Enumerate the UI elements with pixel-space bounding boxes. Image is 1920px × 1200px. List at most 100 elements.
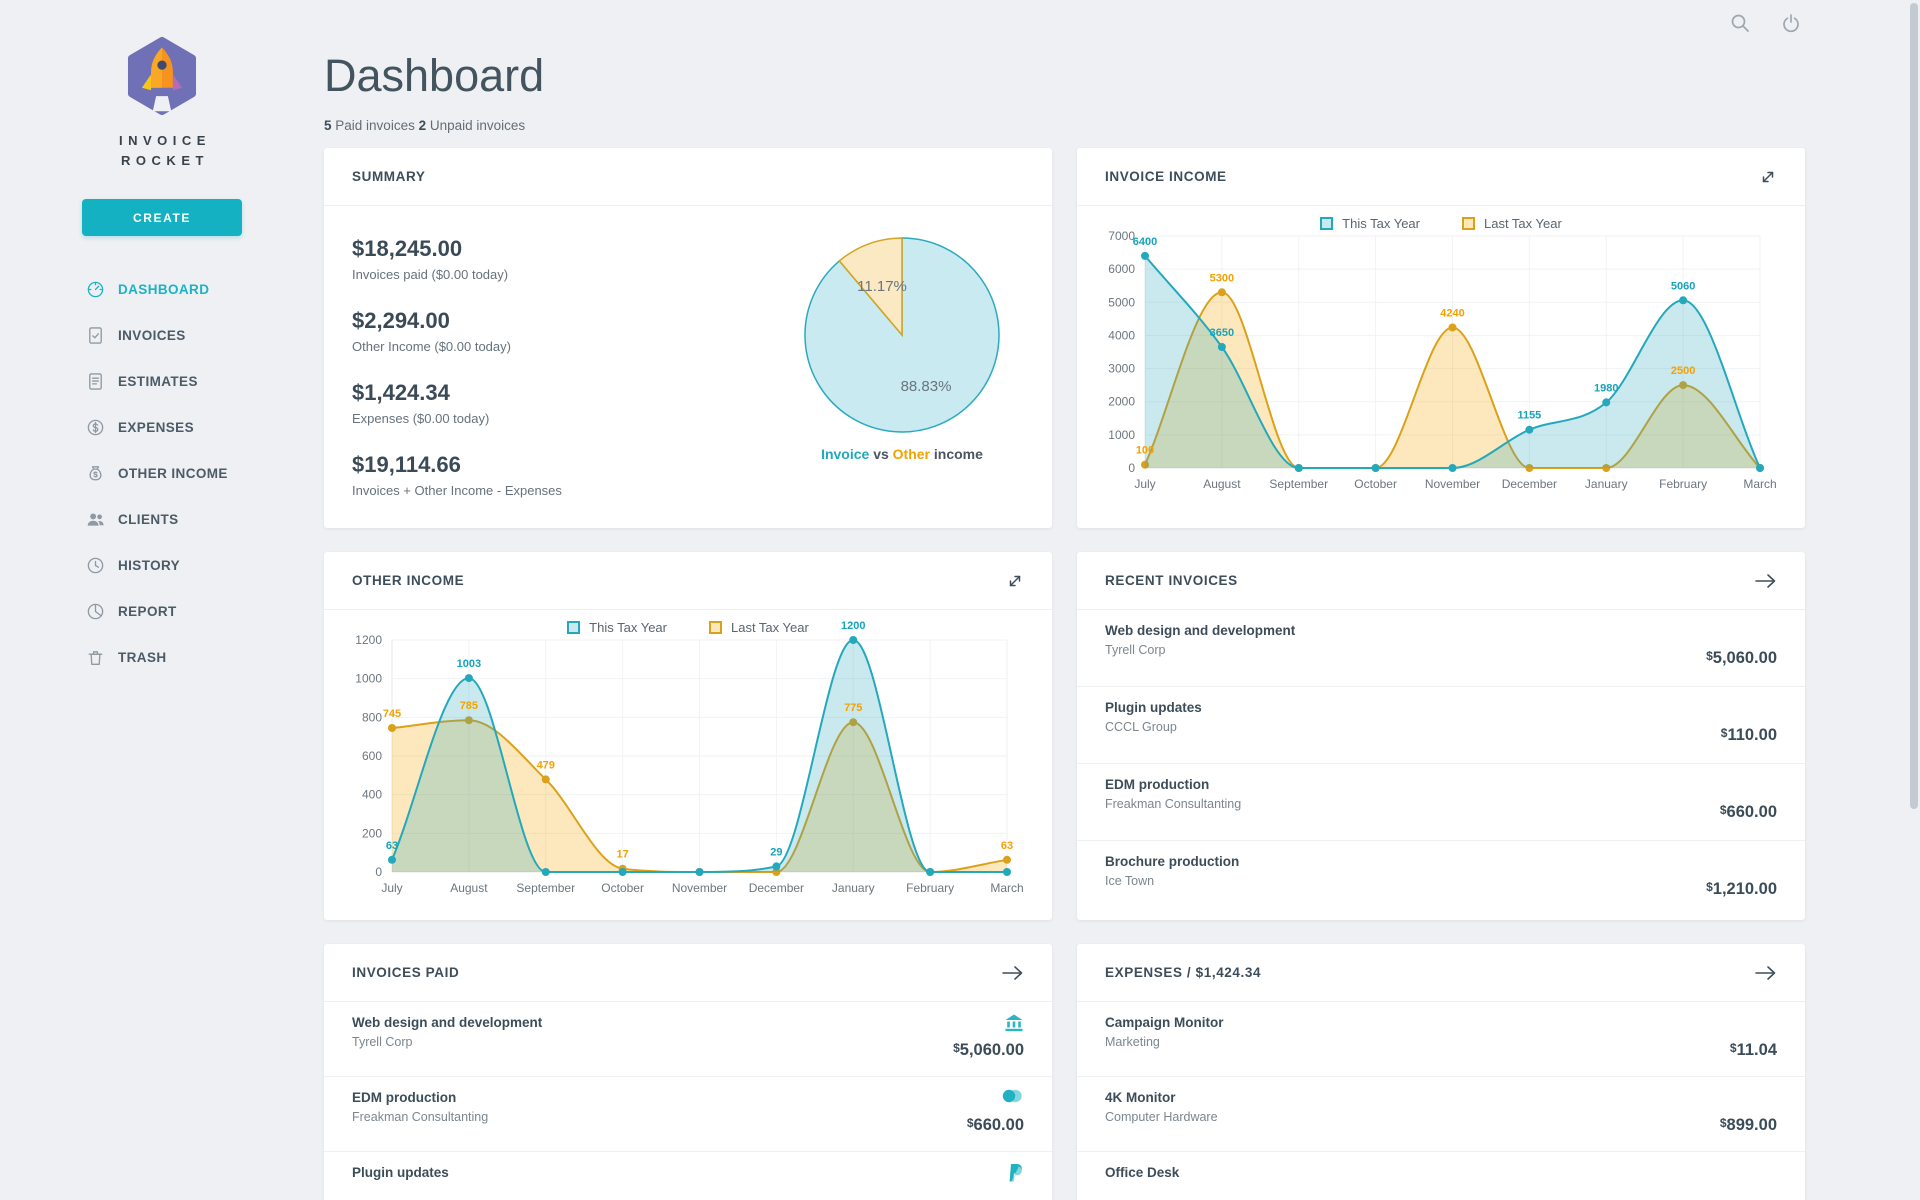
svg-text:6000: 6000 <box>1108 262 1135 276</box>
scrollbar-thumb[interactable] <box>1910 3 1918 809</box>
item-amount: $5,060.00 <box>953 1041 1024 1059</box>
svg-text:1003: 1003 <box>457 658 481 670</box>
svg-text:1000: 1000 <box>1108 428 1135 442</box>
item-title: Plugin updates <box>1105 700 1202 715</box>
summary-card: SUMMARY $18,245.00 Invoices paid ($0.00 t… <box>324 148 1052 528</box>
list-item[interactable]: EDM production Freakman Consultanting $660… <box>1077 764 1805 841</box>
stat-label: Invoices paid ($0.00 today) <box>352 267 509 282</box>
sidebar-item-dashboard[interactable]: DASHBOARD <box>0 266 324 312</box>
sidebar-item-other-income[interactable]: OTHER INCOME <box>0 450 324 496</box>
power-icon[interactable] <box>1780 12 1802 39</box>
svg-text:100: 100 <box>1136 445 1154 457</box>
item-client: Computer Hardware <box>1105 1110 1218 1124</box>
dashboard-icon <box>86 280 105 299</box>
sidebar-item-report[interactable]: REPORT <box>0 588 324 634</box>
list-item[interactable]: EDM production Freakman Consultanting $660… <box>324 1077 1052 1152</box>
sidebar-item-label: INVOICES <box>118 327 186 343</box>
invoice-income-card: INVOICE INCOME This Tax Year Last Tax Yea… <box>1077 148 1805 528</box>
invoices-paid-list: Web design and development Tyrell Corp $5,… <box>324 1002 1052 1200</box>
item-title: Web design and development <box>1105 623 1296 638</box>
other-income-icon <box>86 464 105 483</box>
summary-card-title: SUMMARY <box>352 169 426 184</box>
svg-text:5300: 5300 <box>1210 272 1234 284</box>
expand-icon[interactable] <box>1759 168 1777 186</box>
clients-icon <box>86 510 105 529</box>
unpaid-label: Unpaid invoices <box>429 118 526 133</box>
paid-label: Paid invoices <box>335 118 415 133</box>
brand-name-line1: INVOICE <box>119 133 211 148</box>
item-client: Ice Town <box>1105 874 1155 888</box>
svg-text:400: 400 <box>362 788 382 802</box>
list-item[interactable]: Plugin updates <box>324 1152 1052 1200</box>
expenses-title: EXPENSES / $1,424.34 <box>1105 965 1262 980</box>
svg-text:February: February <box>1659 477 1707 491</box>
svg-text:63: 63 <box>1001 840 1013 852</box>
search-icon[interactable] <box>1729 12 1751 39</box>
dashboard-grid: SUMMARY $18,245.00 Invoices paid ($0.00 t… <box>324 148 1805 1200</box>
summary-stat: $2,294.00 Other Income ($0.00 today) <box>352 308 682 354</box>
item-client: Tyrell Corp <box>1105 643 1166 657</box>
svg-text:4000: 4000 <box>1108 328 1135 342</box>
svg-text:745: 745 <box>383 708 401 720</box>
item-client: CCCL Group <box>1105 720 1177 734</box>
other-income-card: OTHER INCOME This Tax Year Last Tax Year 0… <box>324 552 1052 920</box>
sidebar-item-label: DASHBOARD <box>118 281 210 297</box>
sidebar-item-clients[interactable]: CLIENTS <box>0 496 324 542</box>
list-item[interactable]: Web design and development Tyrell Corp $5,… <box>324 1002 1052 1077</box>
area-chart-other_income: 0 200 400 600 800 1000 1200 July August September… <box>355 620 1023 895</box>
list-item[interactable]: Plugin updates CCCL Group $110.00 <box>1077 687 1805 764</box>
svg-text:3000: 3000 <box>1108 362 1135 376</box>
expand-icon[interactable] <box>1006 572 1024 590</box>
sidebar-item-invoices[interactable]: INVOICES <box>0 312 324 358</box>
history-icon <box>86 556 105 575</box>
create-button[interactable]: CREATE <box>82 199 242 237</box>
arrow-right-icon[interactable] <box>1754 965 1777 981</box>
recent-invoices-card: RECENT INVOICES Web design and developme… <box>1077 552 1805 920</box>
pie-caption: Invoice vs Other income <box>821 446 983 462</box>
main-content: Dashboard 5 Paid invoices 2 Unpaid invoi… <box>324 0 1805 1200</box>
item-amount: $110.00 <box>1720 726 1777 744</box>
summary-stat: $19,114.66 Invoices + Other Income - Expe… <box>352 452 682 498</box>
svg-text:September: September <box>516 881 575 895</box>
svg-text:88.83%: 88.83% <box>901 378 952 395</box>
list-item[interactable]: Office Desk <box>1077 1152 1805 1200</box>
sidebar-item-label: OTHER INCOME <box>118 465 228 481</box>
item-amount: $11.04 <box>1729 1041 1777 1059</box>
item-title: 4K Monitor <box>1105 1090 1176 1105</box>
unpaid-count: 2 <box>418 118 427 133</box>
sidebar-item-label: REPORT <box>118 603 177 619</box>
svg-text:7000: 7000 <box>1108 229 1135 243</box>
svg-text:2500: 2500 <box>1671 365 1695 377</box>
brand-name-line2: ROCKET <box>121 153 209 169</box>
list-item[interactable]: Web design and development Tyrell Corp $5,… <box>1077 610 1805 687</box>
svg-text:November: November <box>672 881 727 895</box>
sidebar-item-history[interactable]: HISTORY <box>0 542 324 588</box>
arrow-right-icon[interactable] <box>1001 965 1024 981</box>
list-item[interactable]: Brochure production Ice Town $1,210.00 <box>1077 841 1805 918</box>
svg-text:600: 600 <box>362 749 382 763</box>
svg-text:December: December <box>749 881 804 895</box>
item-title: Plugin updates <box>352 1165 449 1180</box>
arrow-right-icon[interactable] <box>1754 573 1777 589</box>
expenses-icon <box>86 418 105 437</box>
list-item[interactable]: Campaign Monitor Marketing $11.04 <box>1077 1002 1805 1077</box>
svg-text:5000: 5000 <box>1108 295 1135 309</box>
list-item[interactable]: 4K Monitor Computer Hardware $899.00 <box>1077 1077 1805 1152</box>
invoice-income-chart: This Tax Year Last Tax Year 0 1000 2000 3000 4… <box>1077 208 1805 500</box>
topbar <box>1729 12 1802 39</box>
svg-text:4240: 4240 <box>1440 307 1464 319</box>
item-client: Freakman Consultanting <box>1105 797 1242 811</box>
area-chart-invoice_income: 0 1000 2000 3000 4000 5000 6000 7000 July August S… <box>1108 229 1776 491</box>
sidebar-item-expenses[interactable]: EXPENSES <box>0 404 324 450</box>
svg-text:63: 63 <box>386 840 398 852</box>
sidebar-item-label: TRASH <box>118 649 167 665</box>
svg-text:17: 17 <box>617 849 629 861</box>
svg-text:1200: 1200 <box>841 620 865 632</box>
report-icon <box>86 602 105 621</box>
sidebar-item-trash[interactable]: TRASH <box>0 634 324 680</box>
invoices-paid-card: INVOICES PAID Web design and development… <box>324 944 1052 1200</box>
sidebar-item-estimates[interactable]: ESTIMATES <box>0 358 324 404</box>
svg-text:July: July <box>381 881 402 895</box>
brand-logo: INVOICE ROCKET <box>0 0 324 171</box>
svg-text:200: 200 <box>362 826 382 840</box>
